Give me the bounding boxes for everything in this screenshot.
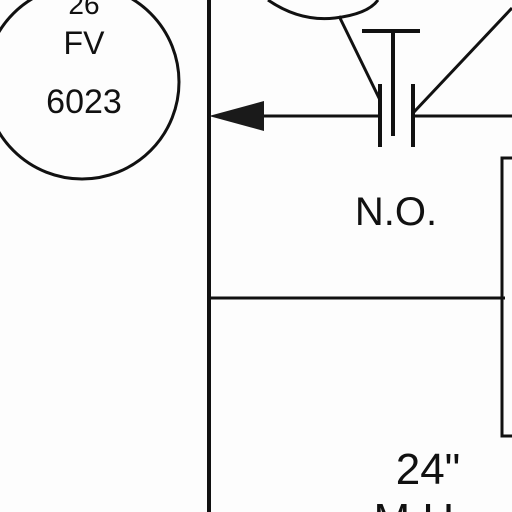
valve-symbol[interactable]: [337, 6, 512, 147]
valve-signal-line-left: [337, 15, 382, 101]
valve-state-label: N.O.: [355, 190, 437, 234]
equipment-box-edge: [500, 156, 512, 438]
instrument-tag-prefix: FV: [64, 25, 106, 61]
instrument-tag-number: 6023: [46, 83, 122, 121]
instrument-bubble[interactable]: 26 FV 6023: [0, 0, 181, 181]
valve-signal-line-right: [412, 6, 512, 114]
instrument-bubble-circle: [0, 0, 181, 181]
flow-arrow-icon: [209, 101, 264, 131]
instrument-top-text: 26: [68, 0, 99, 20]
bottom-tag-label: M.H.: [374, 495, 467, 512]
line-size-label: 24": [396, 445, 461, 494]
upper-bubble-outline: [267, 0, 380, 21]
